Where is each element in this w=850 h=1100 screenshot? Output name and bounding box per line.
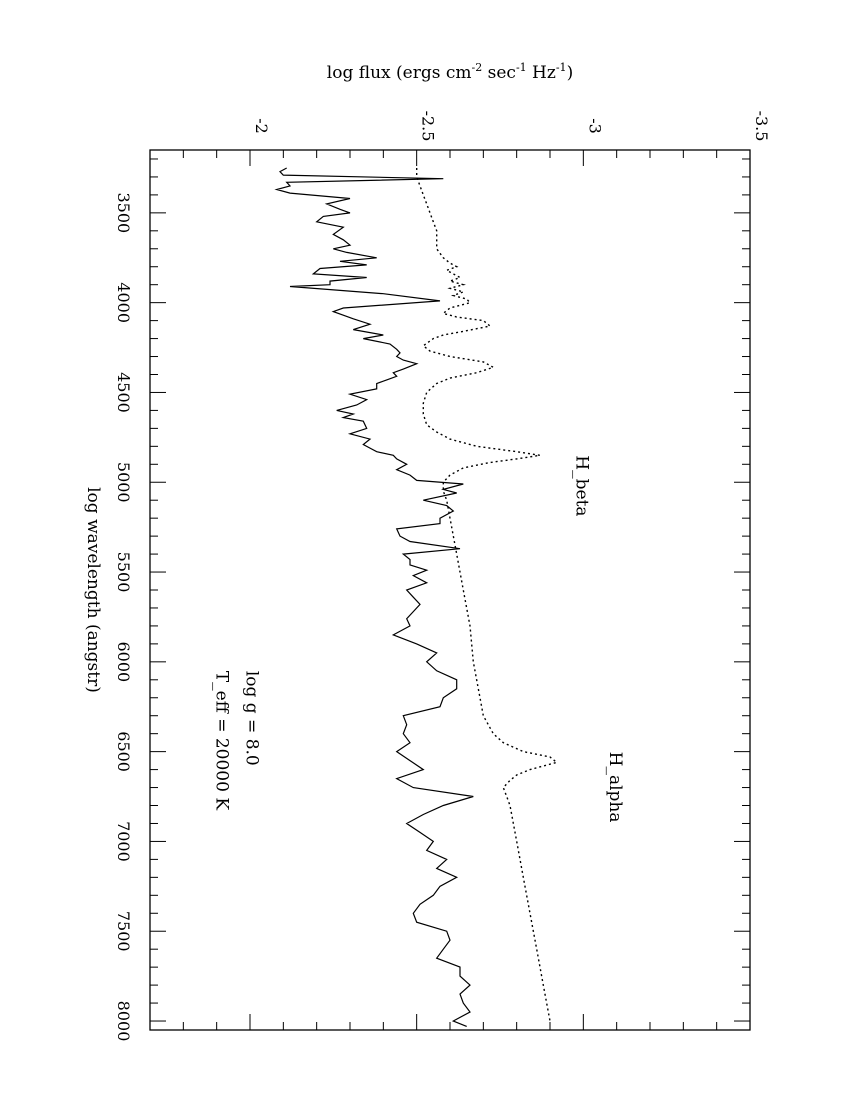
chart-annotation: H_beta [572,455,592,516]
tick-marks [149,150,751,1030]
y-axis-title-sup: -2 [472,61,483,74]
x-tick-label: 3500 [114,192,133,233]
y-tick-label: -3.5 [752,111,771,142]
observed-spectrum-line [274,167,474,1027]
y-axis-title: log flux (ergs cm-2 sec-1 Hz-1) [327,61,573,83]
x-tick-label: 4000 [114,282,133,323]
series-layer [274,167,559,1027]
x-axis-title: log wavelength (angstr) [83,487,103,693]
y-axis-title-sup: -1 [556,61,567,74]
x-tick-label: 4500 [114,372,133,413]
y-axis-title-part: sec [482,63,516,83]
annotations: T_eff = 20000 K log g = 8.0 H_beta H_alpha [212,455,625,822]
y-axis-title-part: Hz [527,63,556,83]
x-tick-labels: 3500 4000 4500 5000 5500 6000 6500 7000 7500 8000 [114,192,133,1041]
x-tick-label: 5500 [114,552,133,593]
y-tick-label: -2.5 [419,111,438,142]
plot-frame [149,149,751,1031]
x-tick-label: 8000 [114,1001,133,1042]
chart-annotation: H_alpha [605,752,625,823]
y-axis-title-sup: -1 [516,61,527,74]
y-axis-title-part: ) [567,63,574,83]
y-tick-label: -3 [585,118,604,134]
model-spectrum-line [416,168,559,1022]
chart-annotation: T_eff = 20000 K [212,671,232,811]
x-tick-label: 7500 [114,911,133,952]
y-tick-label: -2 [252,118,271,134]
y-tick-labels: -3.5 -3 -2.5 -2 [252,111,771,142]
x-tick-label: 6500 [114,731,133,772]
x-tick-label: 7000 [114,821,133,862]
x-tick-label: 5000 [114,462,133,503]
chart-annotation: log g = 8.0 [242,671,262,766]
y-axis-title-part: log flux (ergs cm [327,63,472,83]
x-tick-label: 6000 [114,641,133,682]
